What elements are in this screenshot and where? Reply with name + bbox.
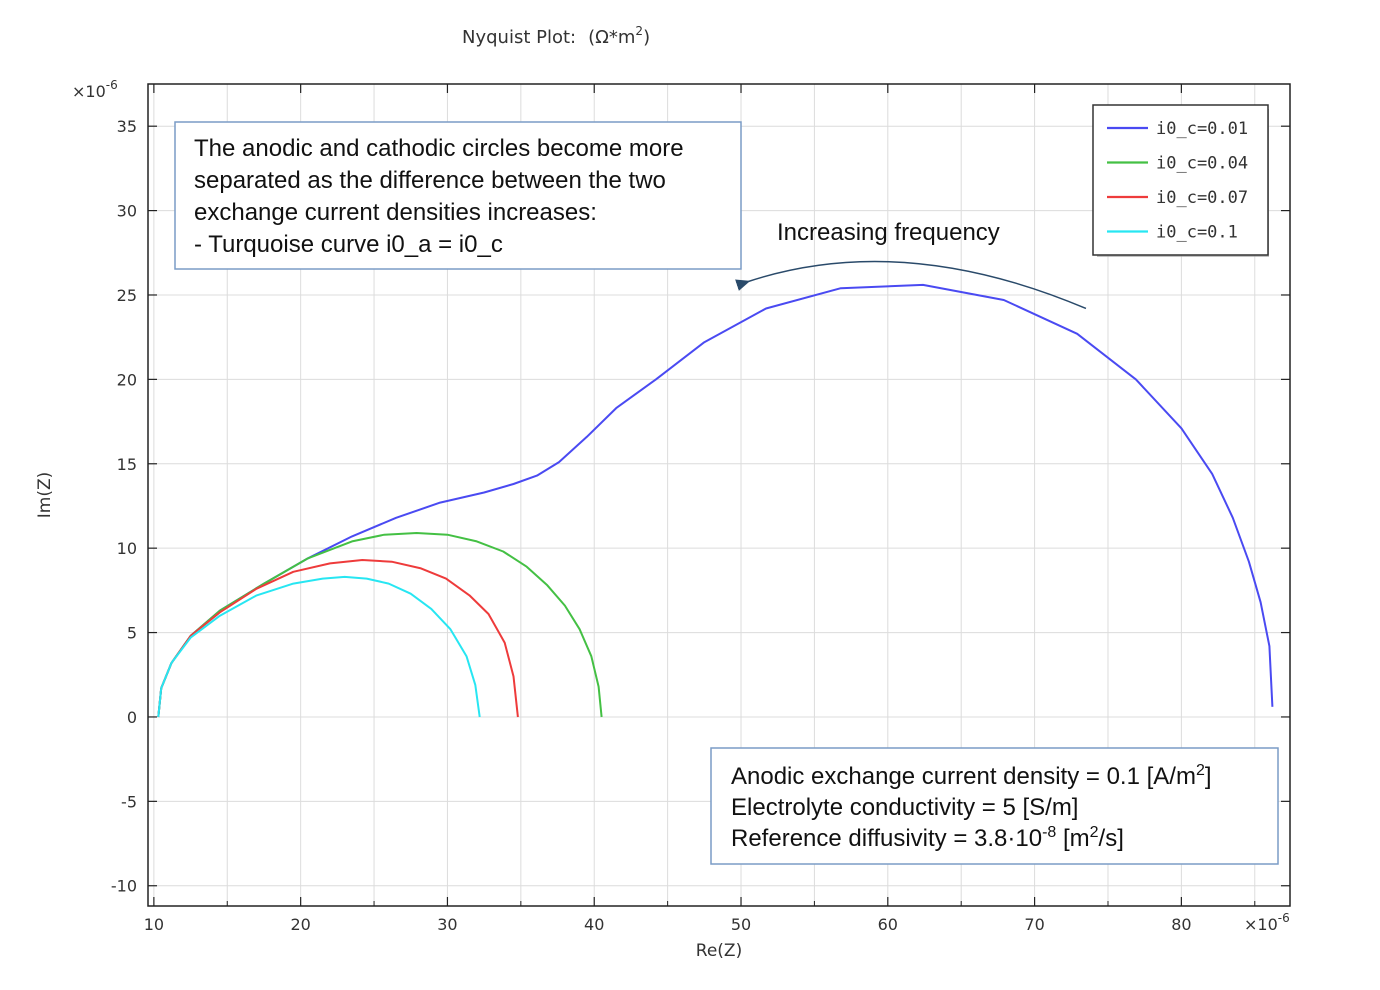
- frequency-arrow: [735, 260, 1087, 310]
- y-tick-label: 30: [117, 202, 137, 221]
- top-note-line-1: The anodic and cathodic circles become m…: [194, 135, 684, 162]
- ticks: 10 20 30 40 50 60 70 80 -10 -5 0 5 10 15 20 25 30 35: [111, 84, 1290, 934]
- arrow-label: Increasing frequency: [777, 219, 1000, 246]
- x-tick-label: 60: [878, 915, 898, 934]
- bottom-note-line-1: Anodic exchange current density = 0.1 [A…: [731, 762, 1212, 790]
- x-tick-label: 30: [437, 915, 457, 934]
- series-layer: [157, 283, 1274, 718]
- legend-box: [1092, 104, 1269, 256]
- top-note-line-2: separated as the difference between the …: [194, 167, 666, 194]
- chart-title: Nyquist Plot: (Ω*m2): [462, 24, 650, 48]
- x-tick-label: 20: [290, 915, 310, 934]
- top-note-line-4: - Turquoise curve i0_a = i0_c: [194, 231, 503, 258]
- top-note: The anodic and cathodic circles become m…: [174, 121, 742, 270]
- bottom-note-box: [710, 747, 1279, 865]
- x-axis-label: Re(Z): [696, 941, 742, 961]
- legend-label-2: i0_c=0.04: [1156, 154, 1248, 174]
- y-tick-label: -10: [111, 877, 137, 896]
- y-axis-label: Im(Z): [35, 472, 55, 518]
- bottom-note-line-3: Reference diffusivity = 3.8·10-8 [m2/s]: [731, 824, 1124, 852]
- bottom-note-line-2: Electrolyte conductivity = 5 [S/m]: [731, 794, 1078, 821]
- y-scale-factor: ×10-6: [72, 78, 118, 101]
- x-tick-label: 70: [1024, 915, 1044, 934]
- y-tick-label: 25: [117, 286, 137, 305]
- y-tick-label: 20: [117, 370, 137, 389]
- y-tick-label: 35: [117, 117, 137, 136]
- top-note-box: [174, 121, 742, 270]
- x-tick-label: 40: [584, 915, 604, 934]
- top-note-line-3: exchange current densities increases:: [194, 199, 597, 226]
- legend-label-1: i0_c=0.01: [1156, 119, 1248, 139]
- y-tick-label: -5: [121, 792, 137, 811]
- y-tick-label: 0: [127, 708, 137, 727]
- x-tick-label: 80: [1171, 915, 1191, 934]
- y-tick-label: 5: [127, 624, 137, 643]
- y-tick-label: 10: [117, 539, 137, 558]
- legend: i0_c=0.01 i0_c=0.04 i0_c=0.07 i0_c=0.1: [1092, 104, 1269, 257]
- x-tick-label: 10: [144, 915, 164, 934]
- bottom-note: Anodic exchange current density = 0.1 [A…: [710, 747, 1279, 865]
- series-line-4: [157, 575, 481, 718]
- legend-label-4: i0_c=0.1: [1156, 223, 1238, 243]
- x-scale-factor: ×10-6: [1244, 911, 1290, 934]
- x-tick-label: 50: [731, 915, 751, 934]
- plot-frame: [147, 83, 1291, 907]
- y-tick-label: 15: [117, 455, 137, 474]
- legend-label-3: i0_c=0.07: [1156, 188, 1248, 208]
